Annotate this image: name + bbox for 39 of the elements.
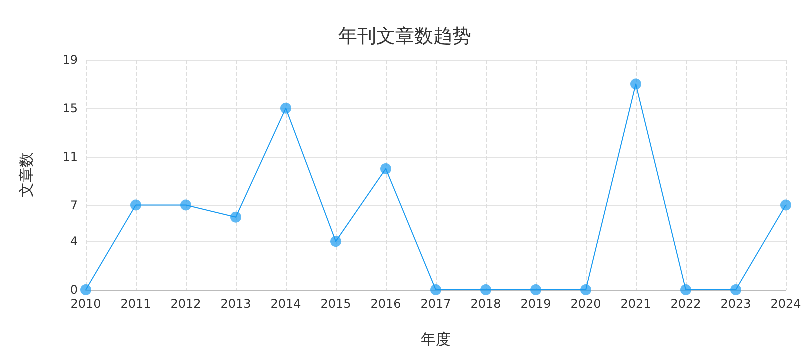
x-tick-label: 2022 — [670, 297, 702, 311]
x-tick-label: 2019 — [520, 297, 552, 311]
x-tick-label: 2016 — [370, 297, 402, 311]
x-tick-label: 2013 — [220, 297, 252, 311]
x-axis-title: 年度 — [421, 330, 451, 348]
x-tick-label: 2014 — [270, 297, 302, 311]
point — [280, 102, 292, 114]
point — [330, 236, 342, 248]
point — [730, 284, 742, 296]
chart-title: 年刊文章数趋势 — [338, 26, 472, 48]
x-tick-label: 2021 — [620, 297, 652, 311]
point — [80, 284, 92, 296]
point — [380, 163, 392, 174]
y-tick-label: 19 — [62, 53, 78, 67]
x-tick-label: 2012 — [170, 297, 202, 311]
x-tick-label: 2020 — [570, 297, 602, 311]
x-tick-label: 2015 — [320, 297, 352, 311]
point — [680, 284, 692, 296]
x-tick-label: 2024 — [770, 297, 802, 311]
y-axis-title: 文章数 — [18, 152, 36, 198]
point — [580, 284, 592, 296]
y-tick-label: 15 — [62, 101, 78, 116]
x-tick-label: 2011 — [120, 297, 152, 311]
point — [230, 212, 242, 223]
x-tick-label: 2018 — [470, 297, 502, 311]
x-tick-label: 2017 — [420, 297, 452, 311]
y-tick-label: 11 — [62, 150, 78, 164]
point — [530, 284, 542, 296]
y-tick-label: 0 — [70, 283, 78, 297]
point — [780, 200, 792, 211]
y-tick-label: 4 — [70, 234, 78, 249]
point — [430, 284, 442, 296]
x-tick-label: 2010 — [70, 297, 102, 311]
point — [130, 200, 142, 211]
point — [480, 284, 492, 296]
x-tick-label: 2023 — [720, 297, 752, 311]
point — [180, 200, 192, 211]
point — [630, 78, 642, 90]
y-tick-label: 7 — [70, 198, 78, 212]
